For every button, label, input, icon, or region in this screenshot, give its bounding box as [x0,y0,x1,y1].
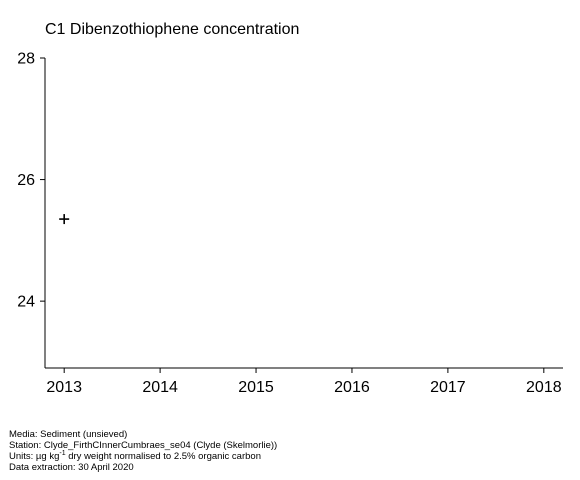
x-tick-label-2015: 2015 [238,379,274,396]
x-tick-label-2018: 2018 [526,379,562,396]
footer-units: Units: µg kg-1 dry weight normalised to … [9,450,277,462]
data-points [59,214,70,225]
x-tick-label-2016: 2016 [334,379,370,396]
units-superscript: -1 [59,450,66,457]
y-tick-label-26: 26 [17,172,35,189]
footer-media: Media: Sediment (unsieved) [9,429,128,440]
y-tick-label-24: 24 [17,294,35,311]
units-suffix: dry weight normalised to 2.5% organic ca… [65,451,261,462]
footer-extraction: Data extraction: 30 April 2020 [9,462,134,473]
axes: 24 26 28 2013 2014 2015 2016 2017 2018 [17,51,563,396]
y-tick-label-28: 28 [17,51,35,68]
x-tick-label-2013: 2013 [46,379,82,396]
footer-station: Station: Clyde_FirthCInnerCumbraes_se04 … [9,440,278,451]
x-tick-label-2014: 2014 [142,379,178,396]
x-tick-label-2017: 2017 [430,379,466,396]
data-point-0 [59,214,70,225]
chart: C1 Dibenzothiophene concentration 24 26 28… [17,21,563,396]
chart-title: C1 Dibenzothiophene concentration [45,21,299,38]
units-prefix: Units: µg kg [9,451,60,462]
footer: Media: Sediment (unsieved) Station: Clyd… [9,429,277,473]
